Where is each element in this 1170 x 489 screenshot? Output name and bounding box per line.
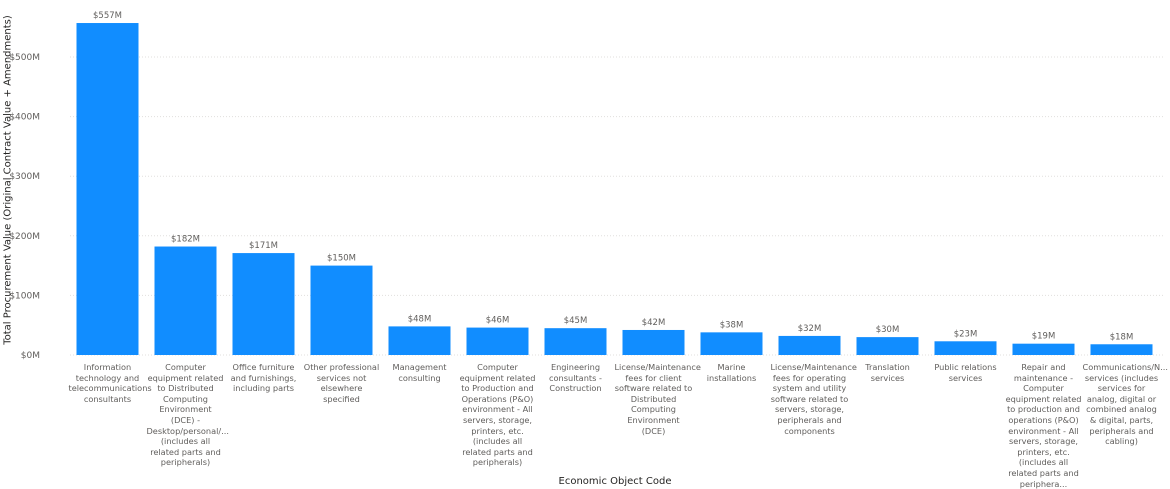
bar xyxy=(232,253,295,355)
x-axis-title: Economic Object Code xyxy=(558,476,672,487)
y-tick-label: $200M xyxy=(9,232,40,242)
x-tick-label: Other professional services not elsewher… xyxy=(303,362,380,404)
x-tick-label: Office furniture and furnishings, includ… xyxy=(230,362,297,394)
x-tick-label: License/Maintenance fees for operating s… xyxy=(770,362,857,436)
bar xyxy=(310,265,373,355)
x-tick-label: Communications/N... services (includes s… xyxy=(1082,362,1169,447)
bar xyxy=(1090,344,1153,355)
data-label: $182M xyxy=(171,235,200,245)
bar xyxy=(154,246,217,355)
y-tick-label: $300M xyxy=(9,172,40,182)
bar xyxy=(388,326,451,355)
data-label: $19M xyxy=(1032,332,1056,342)
x-tick-label: Information technology and telecommunica… xyxy=(68,362,152,404)
data-label: $42M xyxy=(642,318,666,328)
x-tick-label: Repair and maintenance - Computer equipm… xyxy=(1005,362,1082,489)
x-tick-label: Public relations services xyxy=(934,362,997,383)
bar xyxy=(856,337,919,355)
bar xyxy=(544,328,607,355)
data-label: $557M xyxy=(93,11,122,21)
bar xyxy=(778,335,841,355)
bar xyxy=(622,329,685,355)
bar xyxy=(934,341,997,355)
data-label: $38M xyxy=(720,320,744,330)
y-tick-label: $400M xyxy=(9,113,40,123)
x-tick-label: Engineering consultants - Construction xyxy=(549,362,602,394)
x-tick-label: Management consulting xyxy=(392,362,447,383)
data-label: $150M xyxy=(327,254,356,264)
data-label: $32M xyxy=(798,324,822,334)
data-label: $171M xyxy=(249,241,278,251)
data-label: $30M xyxy=(876,325,900,335)
bar xyxy=(700,332,763,355)
data-label: $48M xyxy=(408,314,432,324)
data-label: $18M xyxy=(1110,332,1134,342)
bar xyxy=(1012,343,1075,355)
y-tick-label: $500M xyxy=(9,53,40,63)
x-tick-label: Translation services xyxy=(865,362,910,383)
y-tick-label: $100M xyxy=(9,291,40,301)
data-label: $45M xyxy=(564,316,588,326)
bar xyxy=(76,23,139,355)
x-tick-label: License/Maintenance fees for client soft… xyxy=(614,362,701,436)
x-tick-label: Marine installations xyxy=(706,362,757,383)
x-tick-label: Computer equipment related to Production… xyxy=(459,362,536,468)
data-label: $23M xyxy=(954,329,978,339)
bar xyxy=(466,327,529,355)
x-tick-label: Computer equipment related to Distribute… xyxy=(146,362,229,468)
y-axis-title: Total Procurement Value (Original Contra… xyxy=(2,15,14,345)
y-tick-label: $0M xyxy=(21,351,40,361)
data-label: $46M xyxy=(486,316,510,326)
